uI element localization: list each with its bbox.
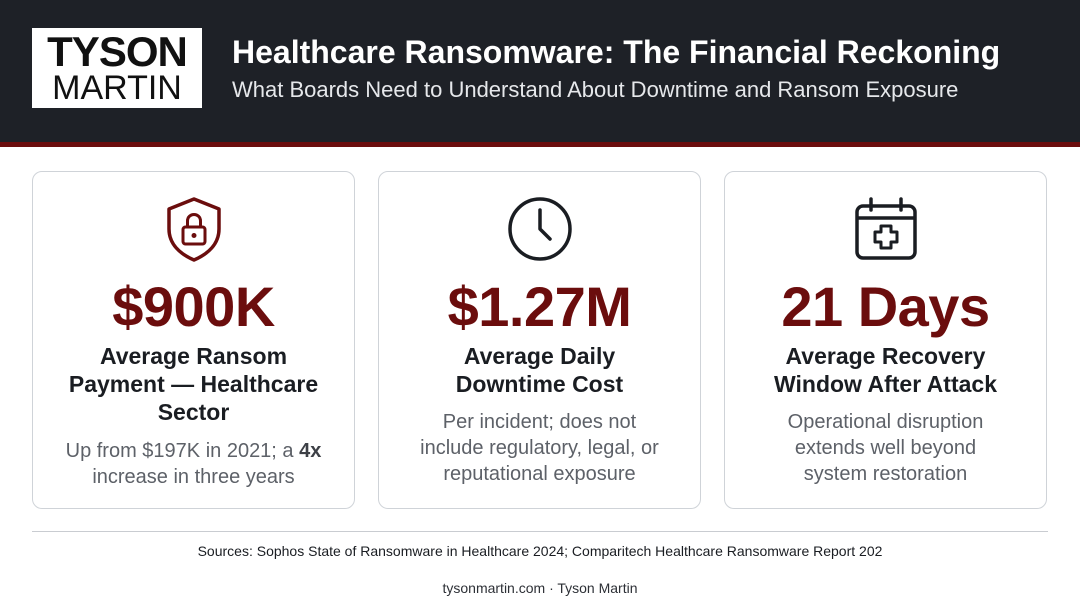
stat-description-text: Up from $197K in 2021; a xyxy=(65,440,300,462)
stat-label-line: Payment — Healthcare xyxy=(68,371,319,397)
stat-description-text: increase in three years xyxy=(92,466,295,488)
stat-description: Per incident; does not include regulator… xyxy=(393,409,686,487)
stat-label: Average Recovery Window After Attack xyxy=(737,342,1034,398)
stat-value: $900K xyxy=(112,275,275,338)
stat-label-line: Window After Attack xyxy=(774,371,997,397)
stat-description-line: extends well beyond xyxy=(794,437,977,459)
stat-description-line: include regulatory, legal, or xyxy=(420,437,659,459)
stat-description: Operational disruption extends well beyo… xyxy=(739,409,1032,487)
stat-description-line: Per incident; does not xyxy=(442,411,637,433)
stat-description-line: reputational exposure xyxy=(443,463,636,485)
stat-card-recovery-window: 21 Days Average Recovery Window After At… xyxy=(724,171,1047,509)
stat-label-line: Average Recovery xyxy=(785,343,986,369)
stat-value: 21 Days xyxy=(781,275,990,338)
logo: TYSON MARTIN xyxy=(32,28,202,108)
stat-card-ransom-payment: $900K Average Ransom Payment — Healthcar… xyxy=(32,171,355,509)
footer-divider xyxy=(32,531,1048,532)
stat-label: Average Ransom Payment — Healthcare Sect… xyxy=(45,342,342,426)
stat-label-line: Average Daily xyxy=(463,343,616,369)
stat-label-line: Downtime Cost xyxy=(455,371,624,397)
stat-description-line: system restoration xyxy=(803,463,968,485)
stat-label-line: Sector xyxy=(157,399,230,425)
stat-description: Up from $197K in 2021; a 4x increase in … xyxy=(47,438,340,490)
author-credit: tysonmartin.com · Tyson Martin xyxy=(442,580,638,596)
header-accent-rule xyxy=(0,142,1080,147)
sources-citation: Sources: Sophos State of Ransomware in H… xyxy=(197,543,883,559)
stat-label-line: Average Ransom xyxy=(99,343,288,369)
calendar-medical-icon xyxy=(851,194,921,264)
page-subtitle: What Boards Need to Understand About Dow… xyxy=(232,77,959,102)
stat-description-line: Operational disruption xyxy=(787,411,984,433)
logo-line-2: MARTIN xyxy=(52,69,182,107)
header-bar: TYSON MARTIN Healthcare Ransomware: The … xyxy=(0,0,1080,142)
clock-icon xyxy=(505,194,575,264)
stat-value: $1.27M xyxy=(447,275,632,338)
shield-lock-icon xyxy=(159,194,229,264)
stat-label: Average Daily Downtime Cost xyxy=(391,342,688,398)
logo-line-1: TYSON xyxy=(47,28,188,75)
stat-card-downtime-cost: $1.27M Average Daily Downtime Cost Per i… xyxy=(378,171,701,509)
stat-description-emphasis: 4x xyxy=(299,440,322,462)
page-title: Healthcare Ransomware: The Financial Rec… xyxy=(232,34,1001,70)
